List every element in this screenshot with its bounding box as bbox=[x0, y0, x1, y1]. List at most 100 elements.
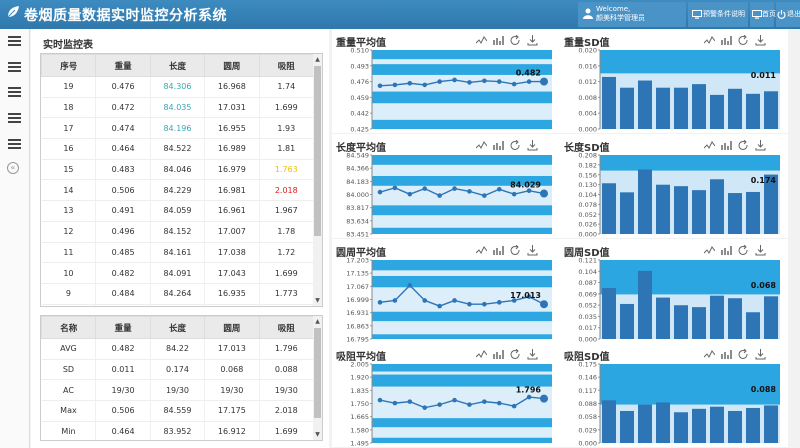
table-row[interactable]: SD 0.011 0.174 0.068 0.088 bbox=[41, 359, 315, 381]
data-point[interactable] bbox=[496, 79, 502, 84]
data-point[interactable] bbox=[392, 185, 398, 191]
data-point[interactable] bbox=[437, 79, 442, 84]
scroll-up-icon[interactable]: ▲ bbox=[315, 318, 320, 325]
sd-bar[interactable] bbox=[656, 87, 670, 129]
sd-bar[interactable] bbox=[692, 190, 706, 234]
table-row[interactable]: Max 0.506 84.559 17.175 2.018 bbox=[41, 400, 315, 422]
sd-bar[interactable] bbox=[602, 76, 616, 129]
data-point[interactable] bbox=[467, 80, 472, 85]
table-row[interactable]: 16 0.464 84.522 16.989 1.81 bbox=[41, 138, 315, 160]
scroll-down-icon[interactable]: ▼ bbox=[315, 431, 320, 438]
data-point[interactable] bbox=[482, 301, 487, 307]
sd-bar[interactable] bbox=[692, 307, 706, 339]
data-point[interactable] bbox=[482, 193, 487, 198]
data-point[interactable] bbox=[377, 83, 383, 89]
data-point[interactable] bbox=[422, 405, 428, 410]
sd-bar[interactable] bbox=[692, 408, 706, 443]
sd-bar[interactable] bbox=[710, 406, 724, 443]
table-row[interactable]: 10 0.482 84.091 17.043 1.699 bbox=[41, 262, 315, 284]
collapse-sidebar-icon[interactable]: « bbox=[7, 162, 19, 174]
data-point[interactable] bbox=[540, 394, 548, 403]
menu-list-icon[interactable] bbox=[8, 113, 21, 123]
data-point[interactable] bbox=[511, 191, 517, 197]
data-point[interactable] bbox=[452, 186, 457, 191]
line-chart-icon[interactable] bbox=[704, 35, 715, 46]
line-chart-icon[interactable] bbox=[704, 349, 715, 360]
scrollbar-thumb[interactable] bbox=[314, 66, 321, 236]
table-row[interactable]: AC 19/30 19/30 19/30 19/30 bbox=[41, 379, 315, 402]
table-row[interactable]: 80.47783.95217.061.782 bbox=[41, 304, 315, 306]
data-point[interactable] bbox=[482, 78, 487, 84]
refresh-icon[interactable] bbox=[738, 349, 749, 360]
data-point[interactable] bbox=[511, 403, 517, 409]
data-point[interactable] bbox=[377, 300, 383, 305]
sd-bar[interactable] bbox=[746, 191, 760, 234]
sd-bar[interactable] bbox=[728, 410, 742, 443]
bar-chart-icon[interactable] bbox=[493, 245, 504, 256]
refresh-icon[interactable] bbox=[738, 245, 749, 256]
data-point[interactable] bbox=[482, 399, 487, 404]
table-row[interactable]: 17 0.474 84.196 16.955 1.93 bbox=[41, 117, 315, 140]
download-icon[interactable] bbox=[527, 245, 538, 256]
data-point[interactable] bbox=[511, 298, 517, 303]
data-point[interactable] bbox=[511, 81, 517, 87]
line-chart-icon[interactable] bbox=[476, 35, 487, 46]
data-point[interactable] bbox=[407, 399, 413, 404]
realtime-table-scrollbar[interactable]: ▲ ▼ bbox=[313, 54, 322, 306]
data-point[interactable] bbox=[437, 193, 442, 198]
data-point[interactable] bbox=[422, 186, 428, 191]
home-button[interactable]: 首页 bbox=[750, 2, 776, 27]
sd-bar[interactable] bbox=[638, 270, 652, 339]
table-row[interactable]: 9 0.484 84.264 16.935 1.773 bbox=[41, 283, 315, 305]
menu-list-icon[interactable] bbox=[8, 139, 21, 149]
download-icon[interactable] bbox=[527, 349, 538, 360]
alarm-conditions-button[interactable]: 预警条件说明 bbox=[688, 2, 748, 27]
sd-bar[interactable] bbox=[710, 179, 724, 234]
table-row[interactable]: 13 0.491 84.059 16.961 1.967 bbox=[41, 200, 315, 222]
user-menu[interactable]: Welcome, 颜美科学管理员 bbox=[578, 2, 686, 27]
logout-button[interactable]: 退出 bbox=[776, 2, 800, 27]
sd-bar[interactable] bbox=[620, 87, 634, 129]
sd-bar[interactable] bbox=[728, 298, 742, 339]
data-point[interactable] bbox=[526, 394, 532, 400]
sd-bar[interactable] bbox=[674, 412, 688, 443]
data-point[interactable] bbox=[422, 298, 428, 303]
sd-bar[interactable] bbox=[638, 169, 652, 234]
data-point[interactable] bbox=[437, 303, 442, 309]
data-point[interactable] bbox=[540, 77, 548, 86]
data-point[interactable] bbox=[377, 397, 383, 403]
sd-bar[interactable] bbox=[656, 297, 670, 339]
data-point[interactable] bbox=[467, 189, 472, 194]
data-point[interactable] bbox=[437, 402, 442, 407]
refresh-icon[interactable] bbox=[510, 245, 521, 256]
data-point[interactable] bbox=[407, 283, 413, 288]
data-point[interactable] bbox=[452, 397, 457, 403]
sd-bar[interactable] bbox=[674, 186, 688, 234]
sd-bar[interactable] bbox=[764, 174, 778, 234]
data-point[interactable] bbox=[496, 186, 502, 192]
data-point[interactable] bbox=[526, 188, 532, 193]
scroll-down-icon[interactable]: ▼ bbox=[315, 297, 320, 304]
data-point[interactable] bbox=[407, 80, 413, 86]
line-chart-icon[interactable] bbox=[476, 349, 487, 360]
table-row[interactable]: 12 0.496 84.152 17.007 1.78 bbox=[41, 221, 315, 243]
sd-bar[interactable] bbox=[764, 405, 778, 443]
bar-chart-icon[interactable] bbox=[721, 35, 732, 46]
bar-chart-icon[interactable] bbox=[493, 35, 504, 46]
data-point[interactable] bbox=[422, 82, 428, 88]
table-row[interactable]: 15 0.483 84.046 16.979 1.763 bbox=[41, 159, 315, 181]
bar-chart-icon[interactable] bbox=[493, 140, 504, 151]
menu-list-icon[interactable] bbox=[8, 62, 21, 72]
sd-bar[interactable] bbox=[638, 404, 652, 443]
sd-bar[interactable] bbox=[764, 296, 778, 339]
sd-bar[interactable] bbox=[746, 407, 760, 443]
data-point[interactable] bbox=[467, 301, 472, 307]
sd-bar[interactable] bbox=[674, 87, 688, 129]
refresh-icon[interactable] bbox=[738, 140, 749, 151]
data-point[interactable] bbox=[407, 191, 413, 197]
data-point[interactable] bbox=[496, 400, 502, 406]
line-chart-icon[interactable] bbox=[704, 140, 715, 151]
refresh-icon[interactable] bbox=[738, 35, 749, 46]
table-row[interactable]: 18 0.472 84.035 17.031 1.699 bbox=[41, 97, 315, 119]
refresh-icon[interactable] bbox=[510, 140, 521, 151]
